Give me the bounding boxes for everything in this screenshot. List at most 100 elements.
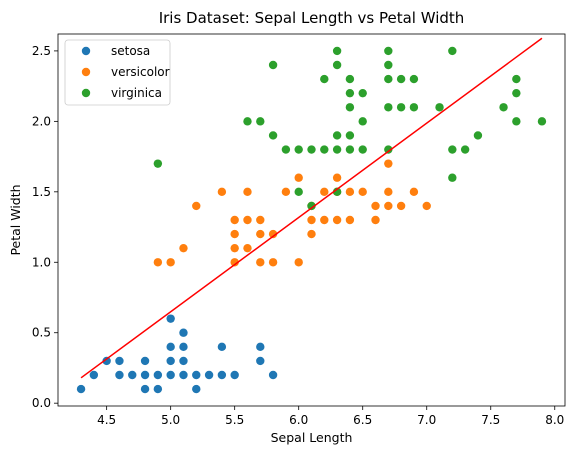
data-point [384,145,393,154]
data-point [396,201,406,211]
data-point [204,370,214,380]
data-point [140,384,150,394]
x-tick-label: 6.0 [289,413,308,427]
x-axis-title: Sepal Length [271,430,353,445]
x-tick-label: 5.0 [161,413,180,427]
data-point [332,187,342,197]
y-tick-label: 2.0 [32,114,51,128]
x-tick-label: 7.0 [417,413,436,427]
y-axis: 0.0 0.5 1.0 1.5 2.0 2.5 [32,44,58,410]
data-point [307,145,316,154]
data-point [294,258,303,267]
data-point [358,187,367,197]
data-point [281,145,291,154]
legend-label-versicolor: versicolor [111,65,170,79]
data-point [256,215,265,225]
data-point [332,215,342,225]
x-tick-label: 8.0 [545,413,564,427]
data-point [166,314,175,323]
data-point [243,215,252,225]
data-point [448,173,457,182]
data-point [384,60,393,70]
data-point [243,243,252,253]
data-point [217,342,227,352]
data-point [409,103,419,112]
data-point [217,187,227,197]
data-point [230,243,239,253]
data-point [358,88,367,98]
data-point [409,187,419,197]
data-point [384,46,393,56]
data-point [332,60,342,70]
y-tick-label: 2.5 [32,44,51,58]
data-point [345,88,355,98]
data-point [473,131,483,140]
data-point [371,215,380,225]
data-point [435,103,444,112]
data-point [268,258,278,267]
plot-points [76,46,547,394]
data-point [460,145,470,154]
data-point [512,88,521,98]
data-point [179,328,188,337]
data-point [345,145,355,154]
data-point [358,117,367,126]
data-point [243,117,252,126]
data-point [396,74,406,84]
legend-label-virginica: virginica [111,86,162,100]
data-point [345,74,355,84]
data-point [307,229,316,239]
data-point [332,46,342,56]
data-point [115,356,124,366]
data-point [166,370,175,380]
data-point [358,145,367,154]
data-point [512,74,521,84]
data-point [537,117,547,126]
y-tick-label: 1.5 [32,185,51,199]
y-tick-label: 1.0 [32,255,51,269]
data-point [256,342,265,352]
data-point [345,103,355,112]
data-point [332,145,342,154]
data-point [332,173,342,182]
data-point [268,60,278,70]
data-point [371,201,380,211]
y-axis-title: Petal Width [8,184,23,255]
legend-marker-setosa [81,46,91,56]
trendline-layer [80,37,543,379]
data-point [268,131,278,140]
data-point [179,342,188,352]
data-point [179,243,188,253]
data-point [512,117,521,126]
data-point [192,201,201,211]
data-point [192,384,201,394]
data-point [179,370,188,380]
data-point [384,201,393,211]
data-point [332,131,342,140]
series-versicolor [153,159,431,267]
data-point [320,187,329,197]
data-point [102,356,111,366]
data-point [345,215,355,225]
data-point [345,187,355,197]
data-point [76,384,86,394]
data-point [140,356,150,366]
series-setosa [76,314,278,394]
data-point [281,187,291,197]
data-point [448,46,457,56]
data-point [422,201,431,211]
legend-marker-versicolor [81,67,91,77]
trendline [80,37,543,379]
data-point [230,258,239,267]
data-point [192,370,201,380]
data-point [217,370,227,380]
data-point [89,370,99,380]
data-point [179,356,188,366]
axes-frame [57,33,566,407]
x-tick-label: 7.5 [481,413,500,427]
data-point [166,258,175,267]
data-point [115,370,124,380]
y-tick-label: 0.5 [32,326,51,340]
data-point [153,159,163,168]
